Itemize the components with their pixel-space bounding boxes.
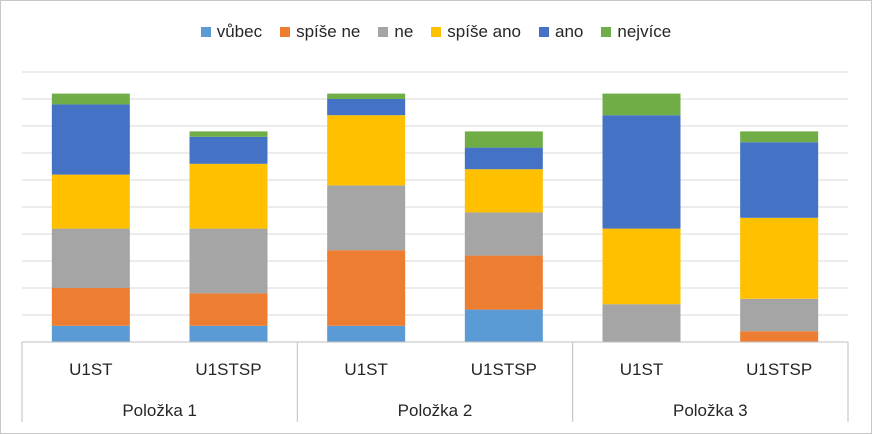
- legend-label: ne: [394, 22, 414, 41]
- bar-segment-vůbec: [51, 325, 130, 342]
- legend-label: vůbec: [216, 22, 263, 41]
- bar-segment-spíše-ano: [740, 217, 819, 299]
- bar-segment-spíše-ne: [464, 255, 543, 310]
- bar-segment-ne: [602, 304, 681, 342]
- legend-item: ne: [378, 22, 413, 42]
- legend-swatch: [378, 27, 389, 37]
- bar-segment-spíše-ne: [327, 250, 406, 326]
- legend: vůbec spíše ne ne spíše ano ano nejvíce: [0, 20, 872, 44]
- bar-segment-ne: [51, 228, 130, 288]
- legend-item: spíše ano: [431, 22, 521, 42]
- bar-segment-spíše-ne: [740, 331, 819, 342]
- category-label: U1STSP: [746, 360, 812, 379]
- bar-segment-nejvíce: [51, 93, 130, 105]
- legend-label: spíše ne: [296, 22, 361, 41]
- group-label: Položka 1: [122, 401, 197, 420]
- bar-segment-nejvíce: [189, 131, 268, 137]
- category-label: U1ST: [69, 360, 112, 379]
- legend-item: nejvíce: [601, 22, 671, 42]
- bar-segment-ano: [464, 147, 543, 170]
- bar-segment-spíše-ne: [189, 293, 268, 326]
- legend-swatch: [601, 27, 612, 37]
- bar-segment-ano: [51, 104, 130, 175]
- legend-label: spíše ano: [447, 22, 522, 41]
- bar-segment-ano: [327, 99, 406, 116]
- legend-item: spíše ne: [280, 22, 360, 42]
- category-label: U1ST: [344, 360, 387, 379]
- bar-segment-spíše-ano: [327, 115, 406, 186]
- category-label: U1STSP: [195, 360, 261, 379]
- bar-segment-nejvíce: [464, 131, 543, 148]
- legend-swatch: [539, 27, 550, 37]
- bar-segment-spíše-ano: [464, 169, 543, 213]
- bar-segment-spíše-ano: [189, 163, 268, 229]
- legend-swatch: [280, 27, 291, 37]
- group-label: Položka 2: [398, 401, 473, 420]
- bar-segment-spíše-ano: [602, 228, 681, 305]
- bar-segment-ne: [740, 298, 819, 332]
- bar-segment-ne: [189, 228, 268, 294]
- legend-label: ano: [555, 22, 584, 41]
- bar-segment-ano: [602, 115, 681, 229]
- bar-segment-nejvíce: [602, 93, 681, 116]
- bar-segment-nejvíce: [740, 131, 819, 143]
- bar-segment-ne: [464, 212, 543, 256]
- legend-swatch: [200, 27, 211, 37]
- bar-segment-ne: [327, 185, 406, 251]
- legend-label: nejvíce: [617, 22, 672, 41]
- bar-segment-nejvíce: [327, 93, 406, 99]
- bar-segment-ano: [189, 136, 268, 164]
- category-label: U1STSP: [471, 360, 537, 379]
- bar-segment-vůbec: [327, 325, 406, 342]
- legend-swatch: [431, 27, 442, 37]
- bar-segment-spíše-ano: [51, 174, 130, 229]
- bar-segment-vůbec: [464, 309, 543, 342]
- group-label: Položka 3: [673, 401, 748, 420]
- legend-item: ano: [539, 22, 583, 42]
- bar-segment-ano: [740, 142, 819, 218]
- bar-segment-spíše-ne: [51, 288, 130, 326]
- legend-item: vůbec: [200, 22, 263, 42]
- category-label: U1ST: [620, 360, 663, 379]
- bar-segment-vůbec: [189, 325, 268, 342]
